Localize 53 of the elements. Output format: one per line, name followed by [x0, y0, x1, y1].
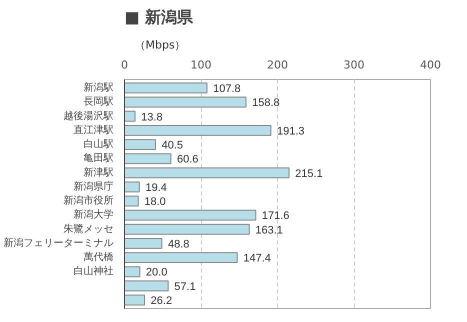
x-tick-label: 100: [190, 58, 212, 72]
y-tick-label: 新潟大学: [74, 208, 114, 221]
bar: [124, 139, 156, 150]
x-tick-label: 400: [420, 58, 441, 72]
x-tick-label: 200: [267, 58, 288, 72]
bar: [124, 110, 136, 122]
bar: [124, 96, 246, 108]
bar: [124, 238, 162, 249]
y-tick-label: 越後湯沢駅: [64, 110, 114, 122]
y-tick-label: 新潟市役所: [64, 194, 114, 207]
data-label: 171.6: [262, 210, 290, 222]
data-label: 158.8: [252, 97, 280, 110]
bar: [124, 82, 208, 94]
x-tick-label: 0: [121, 58, 128, 72]
data-label: 60.6: [176, 154, 198, 166]
data-label: 26.2: [150, 295, 172, 308]
x-axis-title: （Mbps）: [134, 38, 186, 52]
y-tick-label: 新潟駅: [84, 81, 114, 94]
bar: [124, 280, 169, 292]
y-tick-label: 長岡駅: [84, 96, 114, 108]
bar: [124, 153, 172, 164]
data-label: 20.0: [146, 266, 168, 279]
data-label: 215.1: [295, 168, 323, 180]
bar: [124, 196, 139, 207]
bar: [124, 181, 140, 192]
data-label: 13.8: [141, 111, 163, 124]
bar: [124, 224, 250, 235]
bar: [124, 167, 290, 178]
data-label: 40.5: [162, 140, 184, 152]
bar: [124, 294, 146, 306]
y-tick-label: 亀田駅: [84, 152, 114, 164]
y-tick-label: 新津駅: [84, 166, 114, 178]
data-label: 191.3: [276, 125, 304, 138]
data-label: 18.0: [144, 196, 166, 208]
data-label: 19.4: [145, 182, 167, 194]
x-tick-label: 300: [344, 58, 364, 72]
y-tick-label: 新潟フェリーターミナル: [4, 236, 114, 249]
data-label: 107.8: [213, 82, 241, 95]
y-tick-label: 直江津駅: [74, 124, 114, 136]
y-tick-label: 白山神社: [74, 265, 114, 278]
data-label: 48.8: [168, 238, 190, 250]
bar: [124, 266, 140, 278]
y-tick-label: 白山駅: [84, 138, 114, 150]
data-label: 57.1: [174, 280, 196, 293]
y-tick-label: 萬代橋: [84, 251, 114, 264]
bar: [124, 252, 238, 264]
chart-title: ■ 新潟県: [124, 8, 194, 26]
bar: [124, 124, 272, 136]
bar: [124, 210, 256, 221]
y-tick-label: 朱鷺メッセ: [64, 222, 114, 235]
data-label: 163.1: [255, 224, 283, 236]
data-label: 147.4: [243, 252, 271, 265]
y-tick-label: 新潟県庁: [74, 180, 114, 192]
